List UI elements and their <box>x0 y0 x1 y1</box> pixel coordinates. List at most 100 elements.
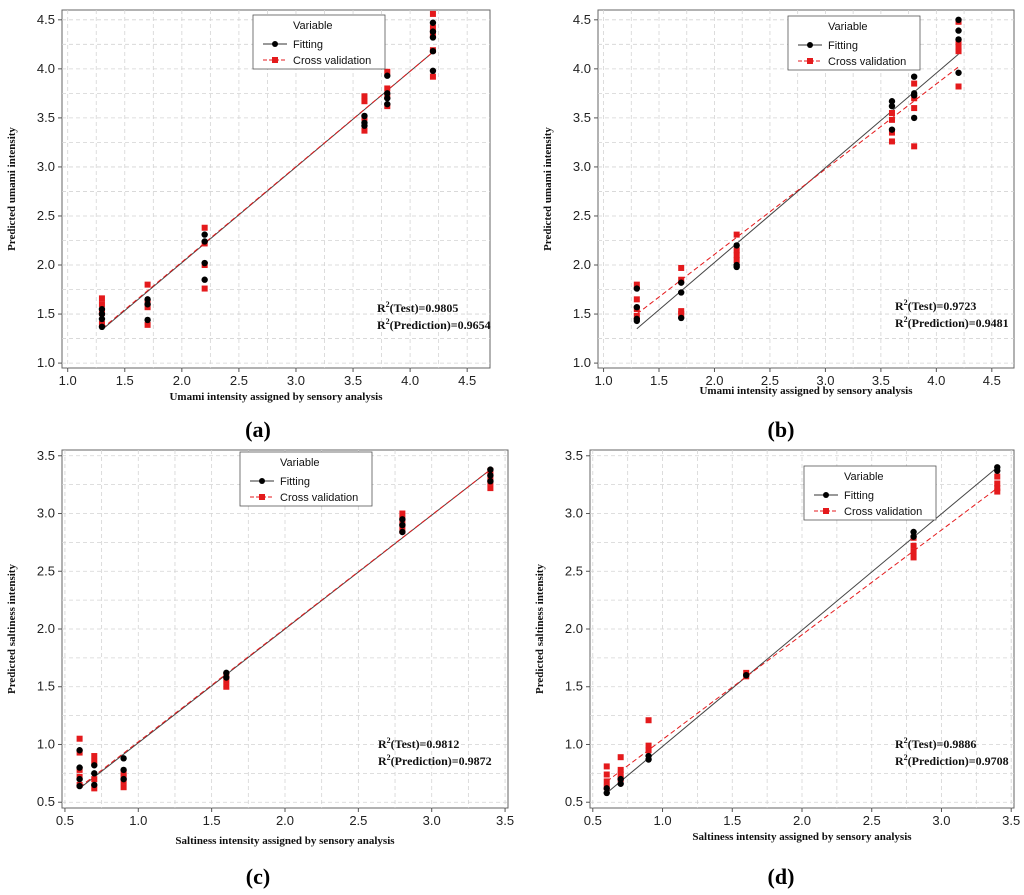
cross-validation-point <box>733 231 740 238</box>
fitting-point <box>429 28 437 35</box>
x-tick-label: 2.5 <box>863 813 881 828</box>
y-axis-label: Predicted umami intensity <box>542 127 554 251</box>
legend-cv-marker <box>272 57 278 63</box>
cross-validation-point <box>645 717 652 724</box>
cross-validation-point <box>429 24 436 31</box>
y-tick-label: 2.5 <box>565 563 583 578</box>
x-tick-label: 1.0 <box>653 813 671 828</box>
cross-validation-point <box>384 68 391 75</box>
x-axis-label: Saltiness intensity assigned by sensory … <box>175 835 395 847</box>
cross-validation-point <box>91 776 98 783</box>
fitting-point <box>98 315 106 323</box>
y-tick-label: 4.0 <box>573 61 591 76</box>
panel-label: (d) <box>768 864 795 889</box>
y-tick-label: 1.5 <box>37 679 55 694</box>
cross-validation-point <box>98 295 105 302</box>
fitting-point <box>98 305 106 313</box>
y-tick-label: 3.5 <box>573 110 591 125</box>
chart-panel-4: 0.5 1.0 1.5 2.0 2.5 3.0 3.5 0.5 1.0 1.5 2.0 2.5 3.0 3… <box>534 448 1020 889</box>
chart-panel-2: 1.0 1.5 2.0 2.5 3.0 3.5 4.0 4.5 1.0 1.5 2.0 2.5 3.0 3… <box>542 9 1015 442</box>
fitting-point <box>91 781 98 789</box>
legend-cv-label: Cross validation <box>293 55 371 67</box>
fitting-point <box>955 27 962 34</box>
x-tick-label: 1.0 <box>595 373 613 388</box>
legend-cv-marker <box>807 58 813 64</box>
legend-fitting-label: Fitting <box>293 39 323 51</box>
legend-fitting-marker <box>807 42 813 48</box>
fitting-point <box>733 261 740 269</box>
fitting-point <box>910 90 918 97</box>
fitting-point <box>678 314 685 322</box>
y-tick-label: 2.0 <box>573 257 591 272</box>
legend-fitting-label: Fitting <box>280 476 310 488</box>
x-tick-label: 3.5 <box>344 373 362 388</box>
fitting-point <box>888 126 896 133</box>
cross-validation-point <box>361 98 368 105</box>
cross-validation-point <box>603 778 610 785</box>
r2-test-annotation: R2(Test)=0.9805 <box>377 300 458 315</box>
x-tick-label: 2.5 <box>349 813 367 828</box>
y-tick-label: 4.0 <box>37 61 55 76</box>
fitting-point <box>91 762 98 769</box>
y-tick-label: 1.5 <box>573 306 591 321</box>
fitting-point <box>201 276 208 283</box>
fitting-point <box>91 770 98 777</box>
legend-fitting-label: Fitting <box>844 490 874 502</box>
gridlines <box>590 450 1014 808</box>
fitting-point <box>201 231 208 238</box>
fitting-point <box>399 521 406 529</box>
cross-validation-point <box>910 542 917 549</box>
cross-validation-point <box>91 753 98 760</box>
cross-validation-point <box>955 44 962 51</box>
cross-validation-point <box>888 116 895 123</box>
fitting-point <box>429 19 437 26</box>
y-tick-label: 2.0 <box>37 257 55 272</box>
fitting-point <box>955 16 962 24</box>
chart-panel-1: 1.0 1.5 2.0 2.5 3.0 3.5 4.0 4.5 1.0 1.5 2.0 2.5 3.0 3… <box>6 9 491 442</box>
legend-fitting-label: Fitting <box>828 40 858 52</box>
fitting-point <box>633 303 641 311</box>
fitting-point <box>384 72 391 79</box>
fitting-point <box>910 114 918 122</box>
cross-validation-point <box>733 257 740 264</box>
x-tick-label: 1.5 <box>203 813 221 828</box>
fitting-point <box>201 238 208 245</box>
y-tick-label: 1.5 <box>565 679 583 694</box>
r2-prediction-annotation: R2(Prediction)=0.9654 <box>377 317 491 332</box>
fitting-point <box>487 466 494 473</box>
x-tick-label: 3.0 <box>287 373 305 388</box>
x-tick-label: 3.0 <box>423 813 441 828</box>
fitting-point <box>144 316 151 324</box>
y-axis-label: Predicted saltiness intensity <box>534 564 546 694</box>
cross-validation-point <box>120 770 127 777</box>
cross-validation-point <box>733 247 740 254</box>
x-tick-label: 2.0 <box>705 373 723 388</box>
cross-validation-point <box>91 785 98 792</box>
x-tick-label: 4.5 <box>458 373 476 388</box>
fitting-point <box>910 73 918 80</box>
x-tick-label: 1.5 <box>723 813 741 828</box>
cross-validation-point <box>678 264 685 271</box>
legend: Variable Fitting Cross validation <box>803 465 937 521</box>
cross-validation-point <box>603 771 610 778</box>
fitting-point <box>361 119 368 126</box>
cross-validation-point <box>603 763 610 770</box>
cross-validation-point <box>201 224 208 231</box>
cross-validation-point <box>487 485 494 492</box>
y-tick-label: 1.0 <box>573 355 591 370</box>
x-tick-label: 3.5 <box>496 813 514 828</box>
y-tick-label: 3.0 <box>37 506 55 521</box>
cross-validation-point <box>911 143 918 150</box>
cross-validation-point <box>223 677 230 684</box>
x-tick-label: 4.0 <box>401 373 419 388</box>
x-tick-label: 4.5 <box>983 373 1001 388</box>
x-axis-label: Umami intensity assigned by sensory anal… <box>699 385 913 397</box>
r2-prediction-annotation: R2(Prediction)=0.9708 <box>895 753 1009 768</box>
cross-validation-point <box>429 10 436 17</box>
cross-validation-point <box>91 758 98 765</box>
legend-cv-label: Cross validation <box>844 506 922 518</box>
fitting-point <box>76 782 83 790</box>
cross-validation-point <box>955 83 962 90</box>
legend-title: Variable <box>844 471 884 483</box>
